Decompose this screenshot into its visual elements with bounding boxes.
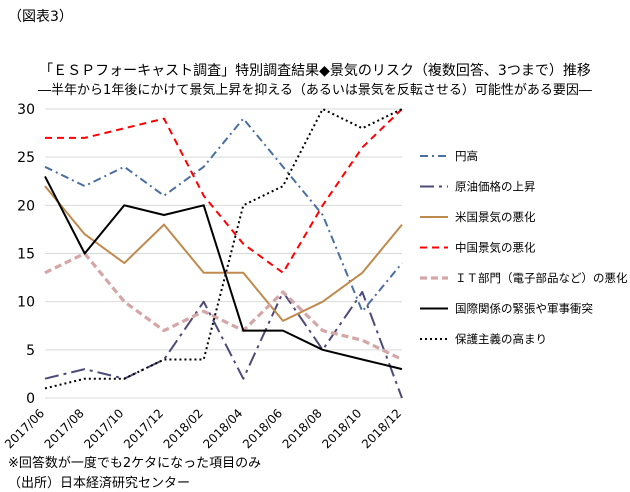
- figure-label: （図表3）: [8, 9, 73, 25]
- y-tick-label: 15: [17, 247, 35, 263]
- x-tick-label: 2018/02: [161, 406, 206, 451]
- legend-label-1: 原油価格の上昇: [455, 180, 536, 194]
- x-axis-ticks: 2017/062017/082017/102017/122018/022018/…: [2, 406, 404, 451]
- y-tick-label: 30: [17, 102, 35, 118]
- y-axis-ticks: 0 5 10 15 20 25 30: [17, 102, 35, 407]
- legend-label-6: 保護主義の高まり: [455, 332, 547, 346]
- y-tick-label: 20: [17, 198, 35, 214]
- legend-label-0: 円高: [455, 149, 478, 163]
- x-tick-label: 2017/10: [81, 406, 126, 451]
- footnote: ※回答数が一度でも2ケタになった項目のみ: [8, 456, 262, 471]
- legend-label-3: 中国景気の悪化: [455, 241, 536, 255]
- legend-label-5: 国際関係の緊張や軍事衝突: [455, 302, 593, 316]
- series-line-3: [45, 108, 403, 274]
- y-tick-label: 5: [26, 343, 35, 359]
- chart-title: 「ＥＳＰフォーキャスト調査」特別調査結果◆景気のリスク（複数回答、3つまで）推移: [39, 63, 591, 79]
- source-note: （出所）日本経済研究センター: [8, 476, 191, 491]
- legend-label-2: 米国景気の悪化: [455, 210, 536, 224]
- chart-subtitle: ―半年から1年後にかけて景気上昇を抑える（あるいは景気を反転させる）可能性がある…: [38, 83, 592, 98]
- x-tick-label: 2017/12: [121, 406, 166, 451]
- legend-label-4: ＩＴ部門（電子部品など）の悪化: [455, 271, 628, 285]
- x-tick-label: 2017/06: [2, 406, 47, 451]
- series-lines: [44, 108, 403, 399]
- y-tick-label: 10: [17, 295, 35, 311]
- line-chart: 0 5 10 15 20 25 30 2017/062017/082017/102017/1…: [2, 102, 628, 451]
- x-tick-label: 2018/08: [280, 406, 325, 451]
- x-tick-label: 2018/10: [319, 406, 364, 451]
- series-line-5: [44, 175, 403, 371]
- gridlines: [45, 108, 402, 399]
- series-line-4: [44, 251, 403, 361]
- x-tick-label: 2018/06: [240, 406, 285, 451]
- series-line-6: [44, 108, 403, 390]
- series-line-2: [44, 185, 403, 322]
- series-line-0: [44, 117, 403, 313]
- x-tick-label: 2018/04: [200, 406, 245, 451]
- y-tick-label: 0: [26, 391, 35, 407]
- x-tick-label: 2018/12: [359, 406, 404, 451]
- y-tick-label: 25: [17, 150, 35, 166]
- x-tick-label: 2017/08: [42, 406, 87, 451]
- series-line-1: [44, 291, 403, 399]
